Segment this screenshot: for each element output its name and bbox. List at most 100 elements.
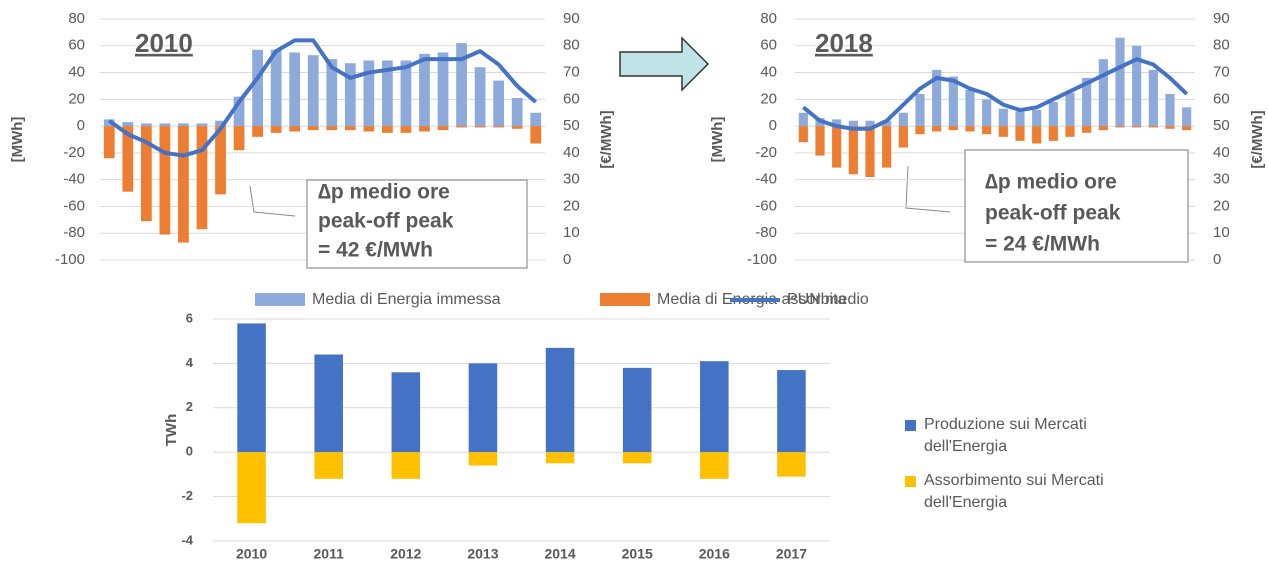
bar	[215, 120, 226, 127]
y-tick-label: 2	[186, 399, 193, 414]
annotation-box	[306, 179, 528, 269]
bar	[848, 120, 858, 127]
bar	[233, 126, 245, 151]
x-tick-label: 2013	[467, 546, 498, 562]
y2-tick-label: 10	[1213, 224, 1230, 241]
y2-tick-label: 40	[563, 144, 580, 161]
bar	[865, 120, 875, 127]
y2-tick-label: 30	[563, 171, 580, 188]
bar	[998, 108, 1008, 127]
bar	[798, 126, 808, 143]
bar	[982, 126, 992, 135]
line	[108, 38, 538, 158]
bar	[511, 126, 523, 129]
bar	[344, 63, 356, 127]
bar	[159, 126, 171, 235]
bar	[545, 452, 575, 464]
y2-tick-label: 40	[1213, 144, 1230, 161]
y2-tick-label: 0	[1213, 251, 1221, 268]
bar	[289, 126, 301, 132]
bar	[233, 96, 245, 127]
y-axis-title: [MWh]	[709, 117, 726, 163]
bar	[122, 122, 134, 127]
bar	[815, 126, 825, 156]
arrow	[619, 36, 710, 92]
y2-tick-label: 30	[1213, 171, 1230, 188]
y2-axis-title: [€/MWh]	[598, 110, 615, 168]
bar	[882, 120, 892, 127]
bar	[140, 123, 152, 127]
bar	[252, 126, 263, 137]
y-tick-label: 40	[68, 64, 85, 81]
y2-tick-label: 60	[1213, 90, 1230, 107]
bar	[932, 69, 942, 127]
y2-tick-label: 90	[1213, 10, 1230, 27]
y-tick-label: 60	[68, 37, 85, 54]
y-tick-label: 20	[68, 90, 85, 107]
bar	[237, 452, 266, 524]
bar	[474, 126, 486, 128]
y-tick-label: -80	[755, 224, 777, 241]
bar	[382, 60, 393, 127]
annotation: ∆p medio ore	[318, 181, 450, 204]
leader-line	[905, 165, 951, 213]
bar	[622, 367, 652, 453]
y-tick-label: -100	[747, 251, 777, 268]
y-tick-label: 6	[186, 310, 193, 325]
y2-tick-label: 10	[563, 224, 580, 241]
y-tick-label: 80	[68, 10, 85, 27]
bar	[700, 452, 729, 479]
bar	[898, 126, 908, 148]
y-tick-label: -40	[63, 171, 85, 188]
bar	[530, 112, 542, 127]
bar	[848, 126, 858, 175]
bar	[948, 76, 958, 127]
y2-tick-label: 70	[1213, 64, 1230, 81]
bar	[474, 67, 486, 127]
bar	[832, 126, 842, 168]
y-tick-label: -4	[181, 532, 193, 547]
bar	[965, 89, 975, 127]
bar	[622, 452, 652, 464]
bar	[882, 126, 892, 168]
bar	[196, 123, 208, 127]
y2-tick-label: 20	[1213, 197, 1230, 214]
chart-title: 2010	[135, 28, 193, 58]
y2-tick-label: 50	[563, 117, 580, 134]
bar	[1182, 126, 1192, 131]
y-tick-label: 80	[760, 10, 777, 27]
bar	[391, 452, 421, 479]
x-tick-label: 2017	[776, 546, 807, 562]
y-tick-label: -100	[55, 251, 85, 268]
bar	[314, 354, 343, 453]
x-tick-label: 2011	[314, 546, 345, 562]
bar	[1048, 102, 1058, 127]
bar	[391, 372, 421, 453]
bar	[1115, 126, 1125, 128]
bar	[1182, 107, 1192, 127]
y-tick-label: -20	[755, 144, 777, 161]
y-tick-label: -2	[181, 488, 193, 503]
bar	[493, 126, 505, 128]
bar	[326, 59, 338, 127]
bar	[700, 361, 729, 453]
legend-swatch	[255, 293, 305, 306]
bar	[530, 126, 542, 144]
bar	[915, 126, 925, 135]
bar	[437, 126, 449, 131]
bar	[178, 123, 189, 127]
bar	[468, 452, 498, 466]
y2-tick-label: 70	[563, 64, 580, 81]
legend-entry: Produzione sui Mercati dell'Energia	[924, 416, 1087, 455]
bar	[982, 99, 992, 127]
bar	[1132, 45, 1142, 127]
bar	[998, 126, 1008, 137]
x-tick-label: 2010	[236, 546, 267, 562]
leader-line	[249, 185, 296, 217]
bar	[314, 452, 343, 479]
bar	[898, 112, 908, 127]
bar	[511, 97, 523, 127]
bar	[777, 452, 806, 477]
y-tick-label: 60	[760, 37, 777, 54]
